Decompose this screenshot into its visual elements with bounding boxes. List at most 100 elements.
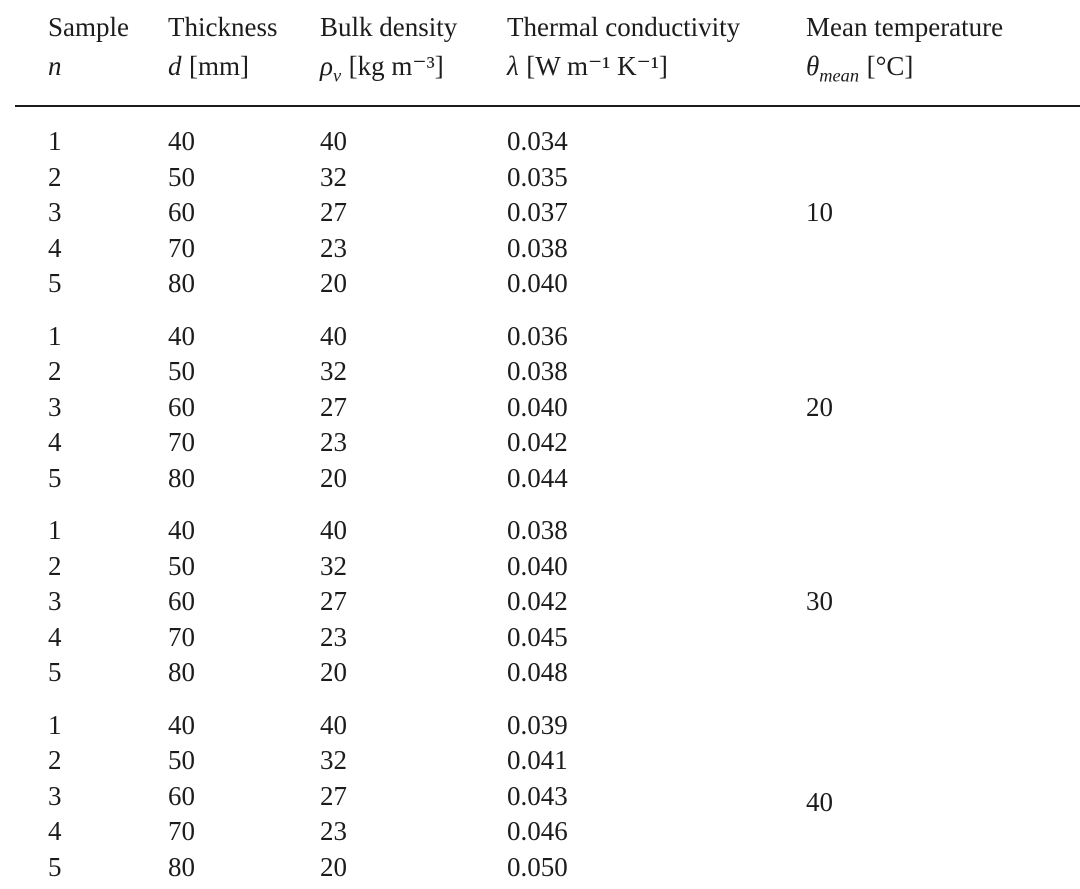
- column-title: Bulk density: [320, 12, 458, 42]
- cell-thickness: 40: [168, 515, 195, 546]
- cell-bulk-density: 20: [320, 462, 347, 493]
- cell-thermal-conductivity: 0.036: [507, 320, 568, 351]
- cell-thermal-conductivity: 0.042: [507, 586, 568, 617]
- cell-bulk-density: 40: [320, 515, 347, 546]
- cell-thickness: 40: [168, 320, 195, 351]
- cell-bulk-density: 23: [320, 621, 347, 652]
- symbol-subscript: v: [332, 65, 342, 86]
- temperature-group-20: 1 40 40 0.036 20 2 50 32 0.038 3 60 27 0.040 4 70 23 0.0…: [15, 302, 1080, 497]
- symbol-base: n: [48, 51, 62, 81]
- cell-thermal-conductivity: 0.040: [507, 268, 568, 299]
- symbol-unit: [W m⁻¹ K⁻¹]: [526, 51, 668, 81]
- cell-bulk-density: 40: [320, 320, 347, 351]
- table-row: 4 70 23 0.038: [15, 231, 1080, 267]
- cell-sample: 4: [48, 621, 62, 652]
- cell-sample: 2: [48, 550, 62, 581]
- temperature-group-30: 1 40 40 0.038 30 2 50 32 0.040 3 60 27 0.042 4 70 23 0.0…: [15, 496, 1080, 691]
- cell-sample: 3: [48, 780, 62, 811]
- cell-thermal-conductivity: 0.040: [507, 391, 568, 422]
- cell-mean-temperature: 40: [806, 786, 833, 817]
- column-symbol: θmean [°C]: [806, 47, 1080, 95]
- cell-sample: 4: [48, 232, 62, 263]
- cell-bulk-density: 20: [320, 851, 347, 882]
- cell-thickness: 40: [168, 709, 195, 740]
- table-row: 5 80 20 0.040: [15, 266, 1080, 302]
- column-symbol: d [mm]: [168, 47, 320, 95]
- measurement-table: Sample n Thickness d [mm] Bulk density ρv [kg m…: [15, 6, 1080, 889]
- cell-sample: 5: [48, 462, 62, 493]
- cell-thermal-conductivity: 0.038: [507, 232, 568, 263]
- cell-thickness: 70: [168, 232, 195, 263]
- cell-thermal-conductivity: 0.046: [507, 816, 568, 847]
- column-header-bulk-density: Bulk density ρv [kg m⁻³]: [320, 6, 507, 108]
- cell-bulk-density: 40: [320, 126, 347, 157]
- cell-bulk-density: 40: [320, 709, 347, 740]
- cell-bulk-density: 27: [320, 586, 347, 617]
- cell-thermal-conductivity: 0.038: [507, 356, 568, 387]
- table-row: 1 40 40 0.038 30: [15, 496, 1080, 616]
- cell-bulk-density: 23: [320, 232, 347, 263]
- cell-thickness: 70: [168, 427, 195, 458]
- symbol-base: λ: [507, 51, 519, 81]
- cell-thermal-conductivity: 0.039: [507, 709, 568, 740]
- table-row: 3 60 27 0.037: [15, 195, 1080, 231]
- cell-thickness: 80: [168, 268, 195, 299]
- cell-thickness: 50: [168, 745, 195, 776]
- column-title: Mean temperature: [806, 12, 1004, 42]
- cell-mean-temperature: 20: [806, 391, 833, 422]
- column-symbol: ρv [kg m⁻³]: [320, 47, 507, 95]
- cell-sample: 4: [48, 427, 62, 458]
- symbol-subscript: mean: [819, 65, 860, 86]
- cell-bulk-density: 20: [320, 268, 347, 299]
- column-title: Sample: [48, 12, 129, 42]
- cell-mean-temperature: 10: [806, 197, 833, 228]
- cell-thermal-conductivity: 0.048: [507, 657, 568, 688]
- cell-bulk-density: 32: [320, 745, 347, 776]
- cell-thickness: 60: [168, 391, 195, 422]
- cell-thermal-conductivity: 0.044: [507, 462, 568, 493]
- column-title: Thermal conductivity: [507, 12, 741, 42]
- cell-thermal-conductivity: 0.037: [507, 197, 568, 228]
- cell-bulk-density: 27: [320, 391, 347, 422]
- cell-sample: 1: [48, 709, 62, 740]
- symbol-unit: [mm]: [189, 51, 250, 81]
- cell-bulk-density: 23: [320, 427, 347, 458]
- table-row: 3 60 27 0.042: [15, 584, 1080, 620]
- cell-mean-temperature: 30: [806, 586, 833, 617]
- cell-sample: 4: [48, 816, 62, 847]
- symbol-unit: [kg m⁻³]: [348, 51, 444, 81]
- cell-bulk-density: 27: [320, 197, 347, 228]
- table-row: 1 40 40 0.036 20: [15, 302, 1080, 422]
- cell-sample: 5: [48, 268, 62, 299]
- cell-sample: 2: [48, 356, 62, 387]
- cell-sample: 5: [48, 851, 62, 882]
- cell-thickness: 50: [168, 161, 195, 192]
- cell-thermal-conductivity: 0.050: [507, 851, 568, 882]
- table-row: 5 80 20 0.048: [15, 655, 1080, 691]
- cell-bulk-density: 23: [320, 816, 347, 847]
- cell-sample: 3: [48, 197, 62, 228]
- cell-thermal-conductivity: 0.042: [507, 427, 568, 458]
- column-header-thickness: Thickness d [mm]: [168, 6, 320, 108]
- cell-sample: 1: [48, 320, 62, 351]
- cell-thickness: 50: [168, 550, 195, 581]
- cell-bulk-density: 32: [320, 356, 347, 387]
- cell-thermal-conductivity: 0.038: [507, 515, 568, 546]
- cell-thickness: 50: [168, 356, 195, 387]
- cell-sample: 2: [48, 745, 62, 776]
- cell-thickness: 60: [168, 586, 195, 617]
- cell-bulk-density: 20: [320, 657, 347, 688]
- cell-thermal-conductivity: 0.045: [507, 621, 568, 652]
- temperature-group-40: 1 40 40 0.039 40 2 50 32 0.041 3 60 27 0.043 4 70 23 0.0…: [15, 691, 1080, 889]
- cell-thermal-conductivity: 0.043: [507, 780, 568, 811]
- table-header: Sample n Thickness d [mm] Bulk density ρv [kg m…: [15, 6, 1080, 108]
- column-symbol: λ [W m⁻¹ K⁻¹]: [507, 47, 806, 95]
- symbol-base: ρ: [320, 51, 333, 81]
- cell-sample: 3: [48, 586, 62, 617]
- cell-thickness: 80: [168, 462, 195, 493]
- column-symbol: n: [48, 47, 168, 95]
- cell-thickness: 70: [168, 816, 195, 847]
- table-row: 2 50 32 0.038: [15, 354, 1080, 390]
- cell-thermal-conductivity: 0.040: [507, 550, 568, 581]
